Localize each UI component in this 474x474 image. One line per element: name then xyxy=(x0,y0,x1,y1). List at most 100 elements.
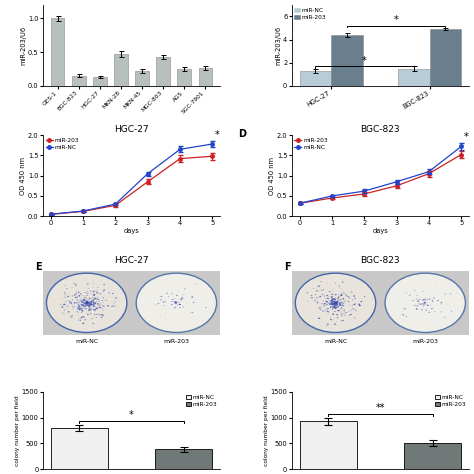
Ellipse shape xyxy=(354,304,356,305)
Ellipse shape xyxy=(82,322,84,324)
Ellipse shape xyxy=(424,301,426,303)
Ellipse shape xyxy=(80,293,82,294)
Ellipse shape xyxy=(78,302,79,303)
Ellipse shape xyxy=(72,306,73,307)
Ellipse shape xyxy=(327,301,328,303)
Text: miR-NC: miR-NC xyxy=(324,339,347,344)
Ellipse shape xyxy=(334,303,336,304)
Ellipse shape xyxy=(84,306,85,307)
Ellipse shape xyxy=(333,306,335,308)
Ellipse shape xyxy=(86,297,87,298)
Ellipse shape xyxy=(331,306,333,307)
Ellipse shape xyxy=(87,314,89,315)
Ellipse shape xyxy=(332,303,334,304)
Ellipse shape xyxy=(336,321,337,322)
Ellipse shape xyxy=(81,318,82,319)
Ellipse shape xyxy=(177,301,178,302)
Text: D: D xyxy=(238,128,246,138)
Ellipse shape xyxy=(333,303,334,304)
Ellipse shape xyxy=(90,291,92,292)
Ellipse shape xyxy=(174,303,177,304)
Ellipse shape xyxy=(334,302,336,303)
Ellipse shape xyxy=(181,298,183,299)
Ellipse shape xyxy=(336,301,338,302)
Y-axis label: colony number per field: colony number per field xyxy=(264,395,269,466)
Ellipse shape xyxy=(96,298,98,300)
Ellipse shape xyxy=(86,301,88,302)
Ellipse shape xyxy=(86,309,87,310)
Ellipse shape xyxy=(335,303,337,304)
Ellipse shape xyxy=(92,323,94,324)
Y-axis label: miR-203/U6: miR-203/U6 xyxy=(276,26,282,65)
Ellipse shape xyxy=(171,293,173,294)
Ellipse shape xyxy=(95,308,96,309)
Ellipse shape xyxy=(416,299,418,300)
Ellipse shape xyxy=(332,299,335,300)
miR-203 xyxy=(426,171,432,176)
Ellipse shape xyxy=(417,301,419,302)
Ellipse shape xyxy=(334,302,336,303)
Ellipse shape xyxy=(332,296,333,297)
Legend: miR-NC, miR-203: miR-NC, miR-203 xyxy=(435,395,466,407)
Ellipse shape xyxy=(311,297,313,299)
Ellipse shape xyxy=(97,287,98,288)
Bar xyxy=(331,35,363,86)
Ellipse shape xyxy=(424,303,425,304)
miR-NC xyxy=(458,144,464,149)
Ellipse shape xyxy=(341,292,342,293)
Ellipse shape xyxy=(84,297,85,298)
Ellipse shape xyxy=(333,319,334,320)
Ellipse shape xyxy=(327,308,329,309)
Ellipse shape xyxy=(92,297,93,298)
Ellipse shape xyxy=(83,303,85,305)
miR-NC xyxy=(426,169,432,174)
Ellipse shape xyxy=(89,303,91,304)
Ellipse shape xyxy=(440,302,442,303)
Ellipse shape xyxy=(438,300,439,301)
Ellipse shape xyxy=(321,303,323,304)
Ellipse shape xyxy=(79,295,80,296)
Ellipse shape xyxy=(334,308,336,309)
Bar xyxy=(156,57,170,86)
Ellipse shape xyxy=(328,298,329,299)
Ellipse shape xyxy=(341,295,342,296)
Ellipse shape xyxy=(86,301,88,302)
Ellipse shape xyxy=(161,296,162,297)
Ellipse shape xyxy=(100,314,101,315)
Ellipse shape xyxy=(75,284,77,286)
Ellipse shape xyxy=(97,303,99,304)
Ellipse shape xyxy=(331,296,333,297)
Ellipse shape xyxy=(86,302,88,303)
Ellipse shape xyxy=(328,302,329,303)
Ellipse shape xyxy=(336,303,337,304)
Ellipse shape xyxy=(86,302,87,303)
Ellipse shape xyxy=(335,299,336,300)
Ellipse shape xyxy=(425,302,426,303)
Ellipse shape xyxy=(83,306,84,307)
Ellipse shape xyxy=(85,301,86,302)
Ellipse shape xyxy=(113,305,114,306)
Ellipse shape xyxy=(352,305,353,306)
Ellipse shape xyxy=(332,313,334,315)
Ellipse shape xyxy=(450,293,451,294)
Ellipse shape xyxy=(93,294,95,295)
Ellipse shape xyxy=(76,293,77,294)
Ellipse shape xyxy=(334,307,336,308)
Ellipse shape xyxy=(335,303,337,304)
Ellipse shape xyxy=(336,303,337,304)
Ellipse shape xyxy=(416,309,418,310)
Ellipse shape xyxy=(336,302,337,303)
Ellipse shape xyxy=(339,299,341,300)
Ellipse shape xyxy=(92,300,94,301)
Ellipse shape xyxy=(456,292,457,293)
miR-NC xyxy=(145,171,151,176)
Ellipse shape xyxy=(71,302,72,303)
Ellipse shape xyxy=(348,315,350,316)
Ellipse shape xyxy=(306,292,308,293)
Ellipse shape xyxy=(84,308,86,309)
Ellipse shape xyxy=(441,303,442,304)
Ellipse shape xyxy=(412,300,414,301)
Ellipse shape xyxy=(338,297,339,298)
miR-NC xyxy=(48,211,54,217)
Ellipse shape xyxy=(99,301,100,302)
